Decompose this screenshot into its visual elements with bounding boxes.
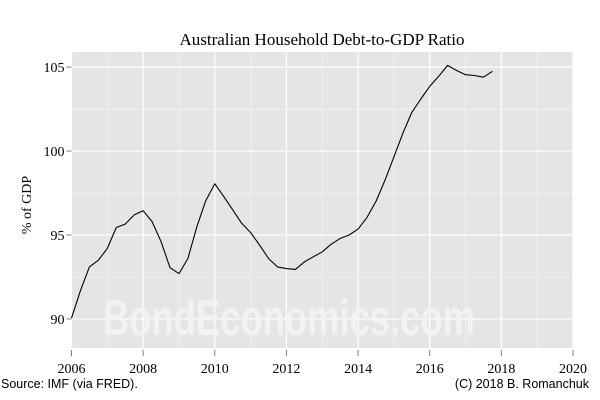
chart-title: Australian Household Debt-to-GDP Ratio [179, 30, 464, 49]
y-tick-label: 100 [44, 145, 65, 160]
x-tick-label: 2016 [416, 362, 444, 377]
x-axis: 2006 2008 2010 2012 2014 2016 2018 2020 [58, 350, 587, 377]
y-tick-label: 95 [51, 229, 65, 244]
y-tick-label: 105 [44, 61, 65, 76]
data-line [70, 64, 493, 319]
x-tick-label: 2018 [487, 362, 515, 377]
y-axis: 90 95 100 105 [44, 61, 72, 328]
watermark: BondEconomics.com [103, 290, 475, 346]
x-tick-label: 2012 [272, 362, 300, 377]
x-tick-label: 2006 [58, 362, 86, 377]
y-tick-label: 90 [51, 313, 65, 328]
y-axis-label: % of GDP [20, 176, 35, 235]
minor-gridlines [71, 52, 573, 348]
x-tick-label: 2008 [129, 362, 157, 377]
source-caption: Source: IMF (via FRED). [1, 377, 138, 391]
x-tick-label: 2014 [344, 362, 372, 377]
x-tick-label: 2020 [559, 362, 587, 377]
major-gridlines [70, 52, 574, 348]
copyright-caption: (C) 2018 B. Romanchuk [455, 377, 590, 391]
x-tick-label: 2010 [201, 362, 229, 377]
